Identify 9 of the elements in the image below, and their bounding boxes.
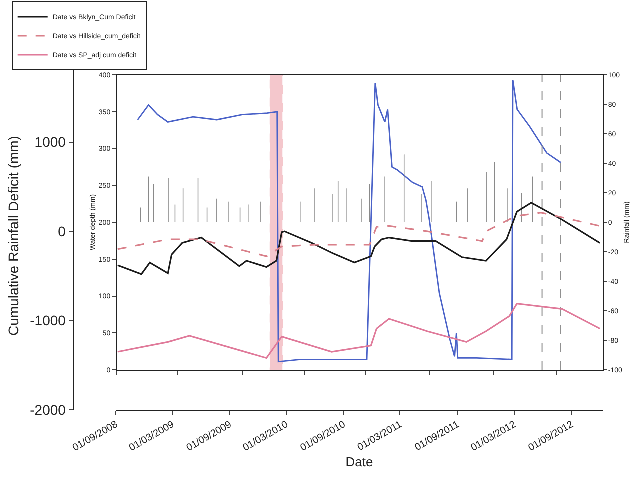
- x-axis-title: Date: [346, 454, 374, 470]
- y-axis-title: Cumulative Rainfall Deficit (mm): [6, 136, 22, 336]
- y-tick-label: -1000: [30, 312, 66, 329]
- y-tick-label: 0: [58, 223, 66, 240]
- y-tick-label: 1000: [34, 134, 66, 150]
- y-tick-label: -2000: [30, 402, 66, 418]
- line-series: [137, 79, 562, 363]
- line-series: [117, 303, 601, 360]
- line-series: [117, 212, 601, 258]
